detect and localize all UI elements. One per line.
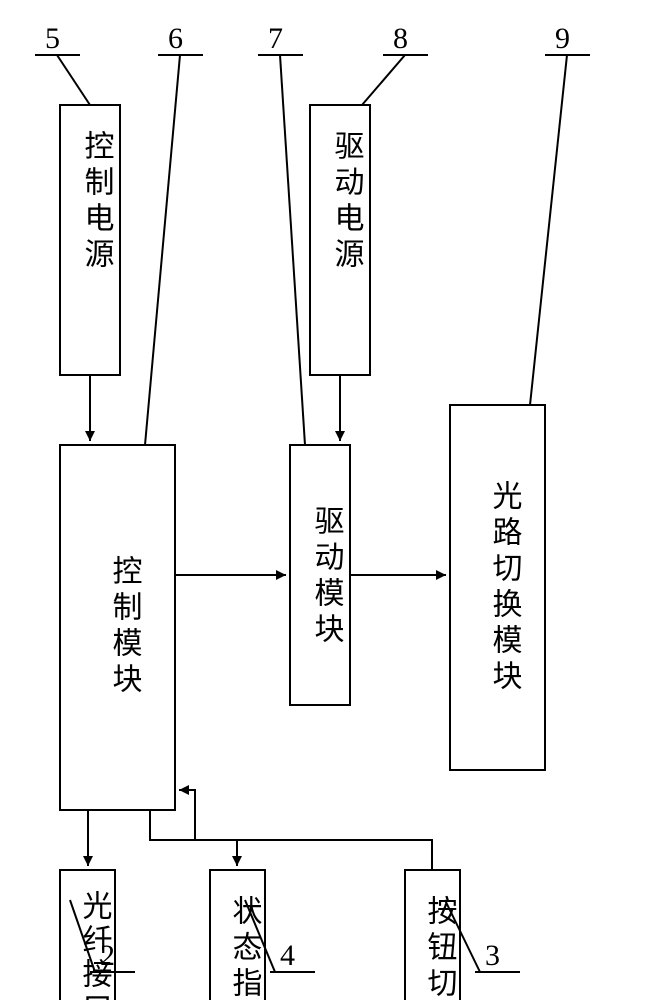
leader-6: 6 <box>145 22 203 445</box>
node-switch-module: 光路切换模块 <box>450 405 545 770</box>
label-drive-power: 驱动电源 <box>330 130 365 274</box>
node-fiber-leds: 光纤接口指示灯组 <box>60 870 115 1000</box>
leader-num-6: 6 <box>168 22 183 55</box>
leader-num-7: 7 <box>268 22 283 55</box>
leader-num-9: 9 <box>555 22 570 55</box>
label-status-led: 状态指示灯 <box>228 895 263 1000</box>
leader-num-4: 4 <box>280 939 295 972</box>
leader-num-2: 2 <box>100 939 115 972</box>
edge-control-module-to-status-led <box>150 810 237 866</box>
edge-button-switch-to-control-module <box>179 790 432 870</box>
leader-num-3: 3 <box>485 939 500 972</box>
label-control-power: 控制电源 <box>80 130 115 274</box>
label-control-module: 控制模块 <box>108 555 143 699</box>
leader-7: 7 <box>258 22 305 445</box>
label-button-switch: 按钮切换开关 <box>423 895 458 1000</box>
leader-num-5: 5 <box>45 22 60 55</box>
leader-8: 8 <box>362 22 428 105</box>
node-drive-module: 驱动模块 <box>290 445 350 705</box>
node-control-module: 控制模块 <box>60 445 175 810</box>
block-diagram: 控制电源 驱动电源 控制模块 驱动模块 光路切换模块 光纤接口指示灯组 状态指示… <box>0 0 654 1000</box>
node-control-power: 控制电源 <box>60 105 120 375</box>
label-switch-module: 光路切换模块 <box>488 480 523 696</box>
node-status-led: 状态指示灯 <box>210 870 265 1000</box>
leader-5: 5 <box>35 22 90 105</box>
leader-num-8: 8 <box>393 22 408 55</box>
leader-9: 9 <box>530 22 590 405</box>
node-button-switch: 按钮切换开关 <box>405 870 460 1000</box>
node-drive-power: 驱动电源 <box>310 105 370 375</box>
label-drive-module: 驱动模块 <box>310 505 345 649</box>
